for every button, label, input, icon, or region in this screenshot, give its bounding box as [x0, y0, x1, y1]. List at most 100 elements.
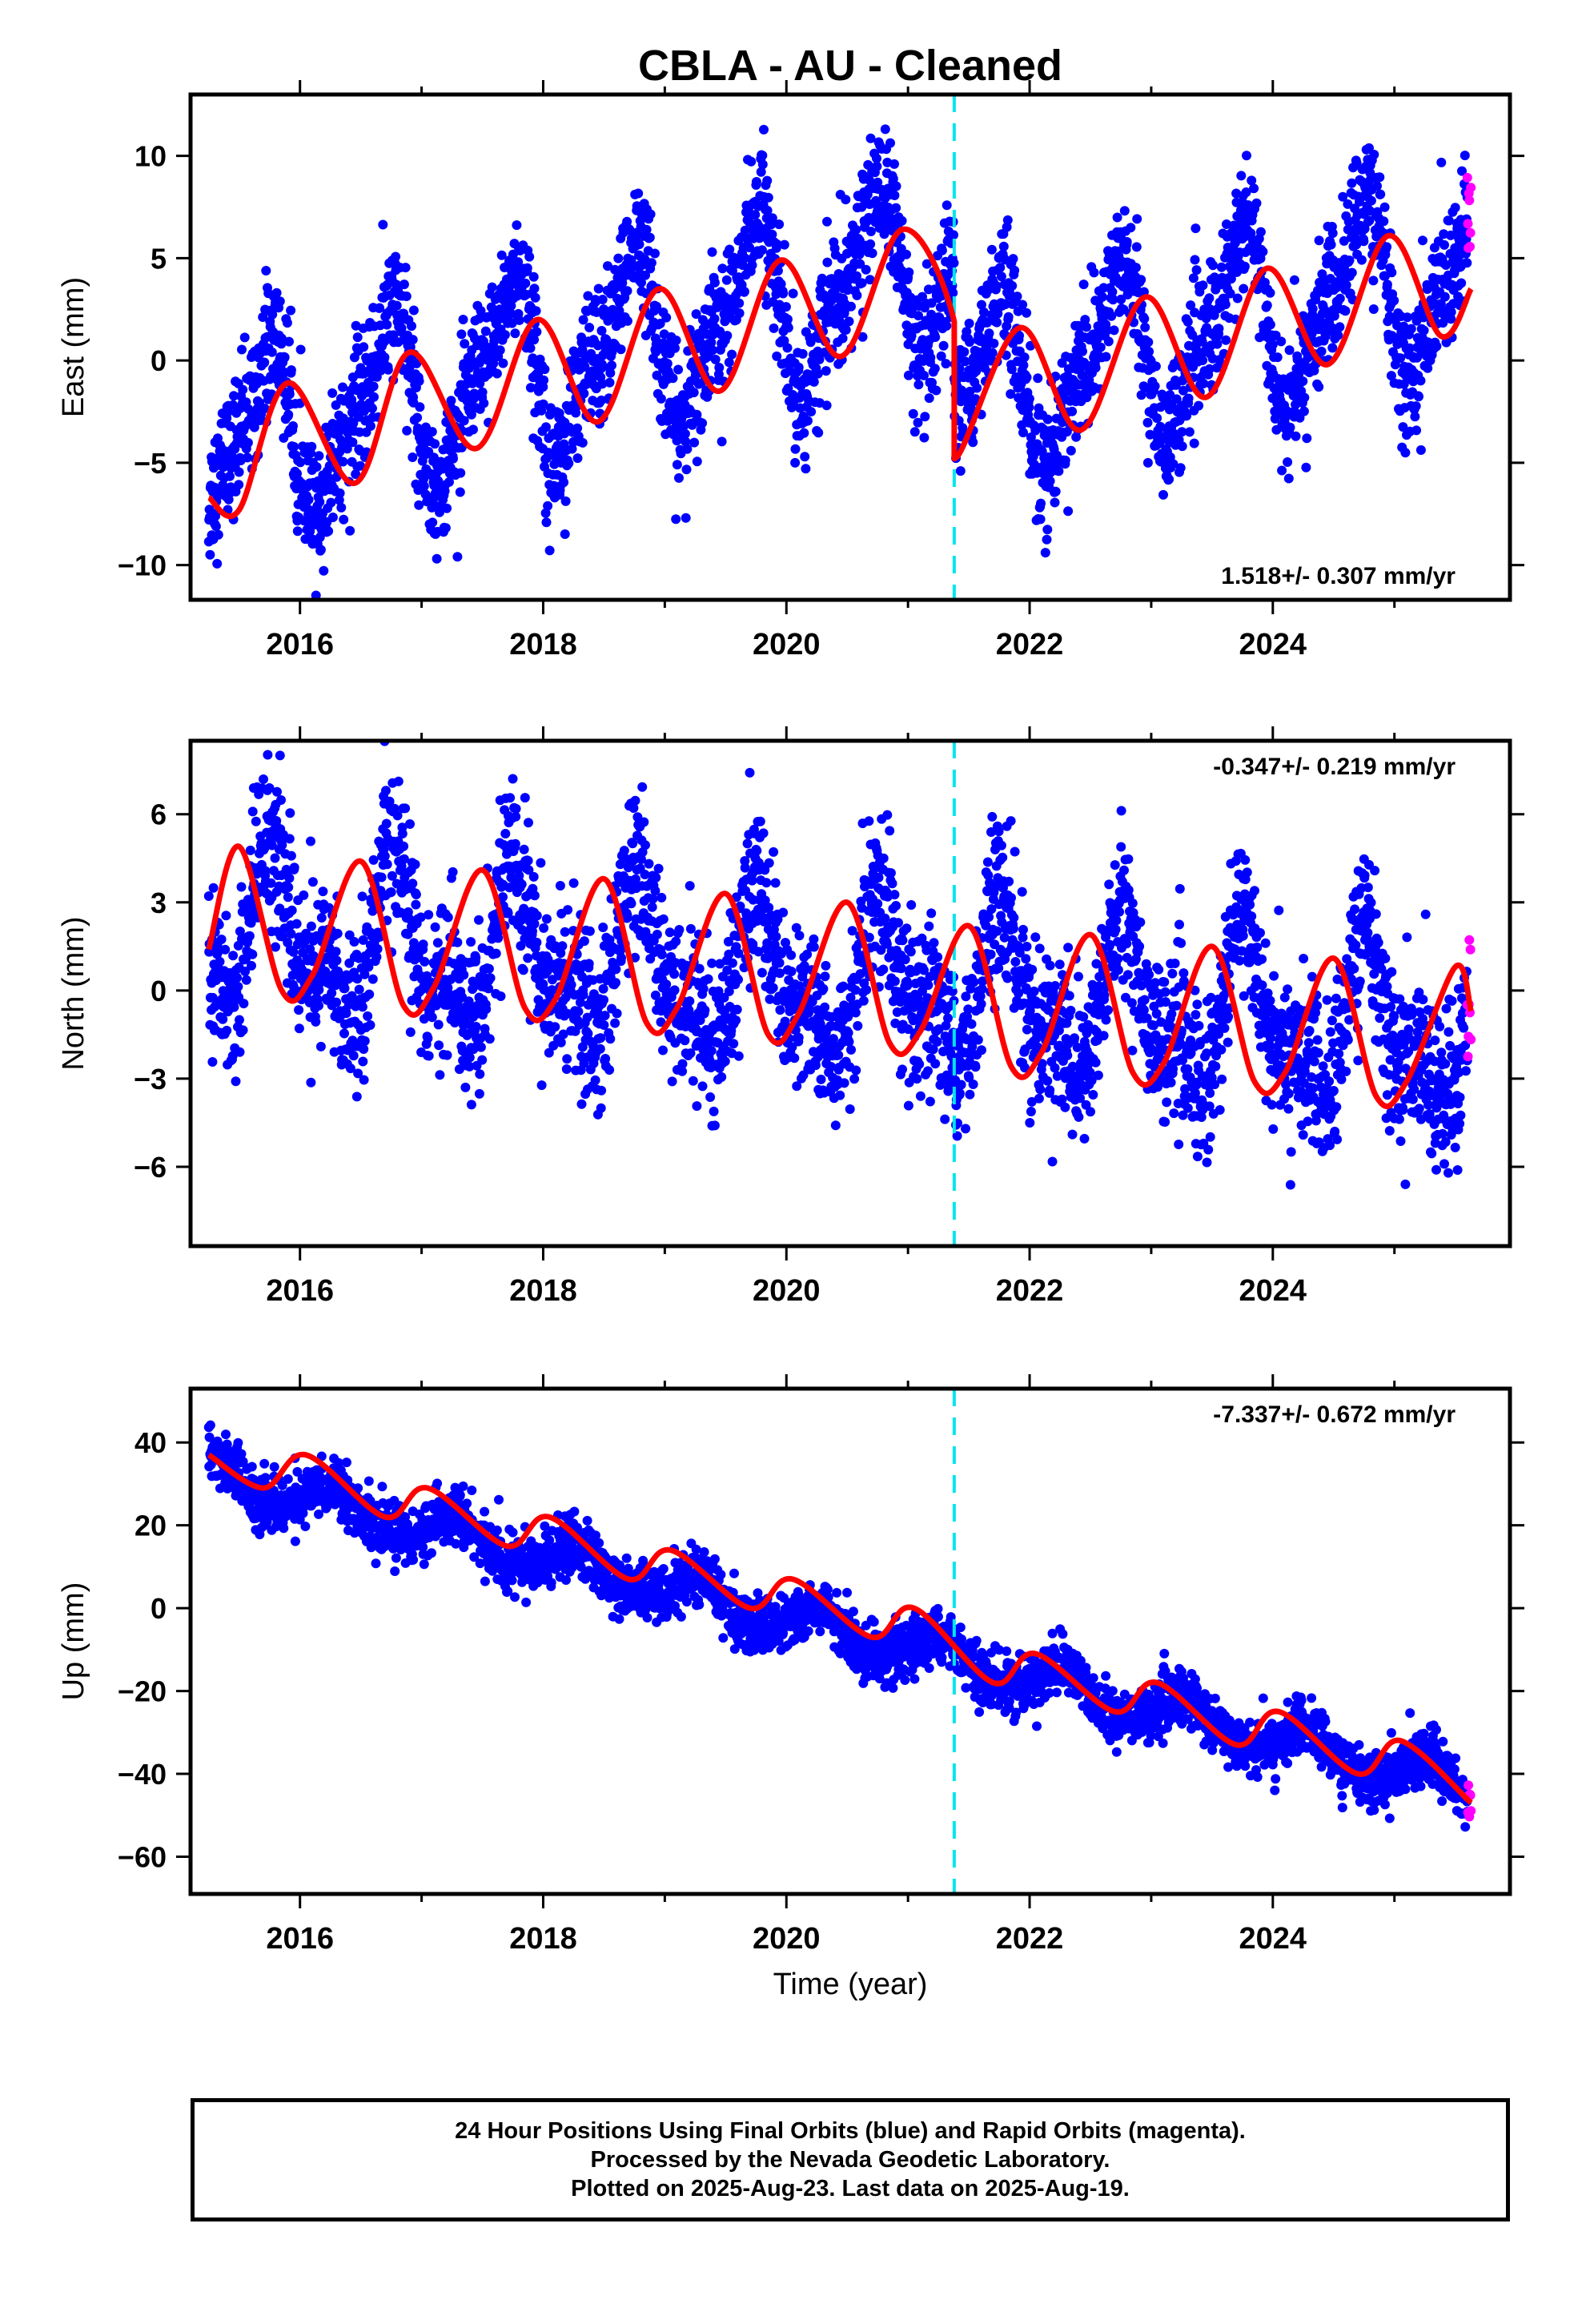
data-point: [234, 480, 244, 490]
data-point: [266, 878, 276, 888]
data-point: [303, 495, 314, 505]
data-point: [595, 1043, 605, 1054]
data-point: [475, 1069, 485, 1080]
data-point: [484, 963, 494, 974]
data-point: [982, 317, 992, 328]
data-point: [260, 866, 271, 876]
data-point: [510, 838, 520, 849]
rapid-data-point: [1465, 227, 1476, 238]
data-point: [1095, 342, 1106, 352]
data-point: [806, 407, 817, 417]
data-point: [318, 887, 328, 897]
data-point: [901, 249, 911, 259]
data-point: [1050, 497, 1060, 508]
data-point: [522, 263, 532, 273]
data-point: [358, 1056, 368, 1067]
data-point: [767, 229, 777, 239]
data-point: [1078, 279, 1089, 290]
data-point: [651, 872, 661, 883]
data-point: [1369, 150, 1379, 159]
data-point: [276, 795, 286, 805]
data-point: [351, 1092, 362, 1102]
data-point: [1008, 254, 1018, 264]
data-point: [919, 432, 930, 443]
data-point: [557, 941, 568, 951]
data-point: [691, 309, 701, 320]
data-point: [1239, 261, 1250, 271]
data-point: [508, 774, 518, 784]
data-point: [460, 1082, 471, 1092]
data-point: [865, 239, 876, 249]
data-point: [514, 315, 524, 325]
data-point: [725, 244, 735, 255]
data-point: [1395, 353, 1406, 364]
data-point: [1132, 214, 1142, 224]
data-point: [599, 1020, 609, 1030]
data-point: [1212, 339, 1223, 349]
data-point: [1014, 331, 1024, 341]
data-point: [1024, 394, 1034, 404]
data-point: [289, 441, 299, 452]
data-point: [1109, 325, 1119, 336]
x-tick-label: 2024: [1239, 628, 1307, 661]
data-point: [577, 1042, 588, 1052]
data-point: [448, 453, 458, 464]
data-point: [528, 871, 539, 882]
data-point: [909, 427, 920, 437]
data-point: [469, 388, 480, 399]
data-point: [938, 340, 949, 351]
data-point: [1265, 287, 1275, 298]
data-point: [334, 495, 344, 505]
y-tick-label: 0: [151, 344, 167, 377]
data-point: [857, 278, 867, 288]
data-point: [434, 1040, 444, 1051]
data-point: [207, 1057, 218, 1067]
data-point: [846, 301, 856, 312]
data-point: [216, 935, 227, 944]
data-point: [560, 496, 571, 506]
data-point: [218, 1014, 228, 1024]
data-point: [323, 526, 334, 537]
data-point: [261, 266, 271, 275]
data-point: [496, 250, 507, 260]
data-point: [1042, 414, 1053, 424]
data-point: [633, 188, 644, 199]
data-point: [680, 428, 690, 439]
data-point: [345, 525, 355, 536]
data-point: [919, 370, 929, 380]
data-point: [286, 305, 296, 316]
data-point: [630, 874, 640, 884]
data-point: [1112, 212, 1122, 223]
data-point: [773, 915, 783, 924]
data-point: [359, 969, 370, 979]
data-point: [1387, 267, 1397, 278]
data-point: [1366, 195, 1376, 206]
data-point: [539, 923, 549, 933]
data-point: [284, 336, 294, 347]
data-point: [970, 394, 981, 404]
data-point: [466, 1100, 476, 1110]
data-point: [1103, 336, 1114, 347]
data-point: [1241, 187, 1251, 197]
data-point: [311, 462, 322, 472]
data-point: [556, 1037, 566, 1047]
data-point: [382, 320, 392, 330]
data-point: [677, 1059, 688, 1069]
data-point: [1018, 300, 1028, 310]
figure-title: CBLA - AU - Cleaned: [638, 42, 1062, 90]
data-point: [681, 464, 692, 475]
data-point: [1236, 171, 1247, 181]
data-point: [1122, 237, 1132, 247]
data-point: [692, 1101, 702, 1112]
data-point: [731, 1015, 741, 1025]
data-point: [455, 487, 465, 497]
data-point: [372, 944, 383, 954]
data-point: [212, 558, 223, 569]
data-point: [351, 320, 361, 331]
data-point: [285, 808, 295, 818]
data-point: [359, 1075, 369, 1085]
data-point: [1139, 314, 1150, 324]
data-point: [1359, 223, 1370, 234]
data-point: [452, 937, 463, 947]
data-point: [247, 806, 258, 817]
